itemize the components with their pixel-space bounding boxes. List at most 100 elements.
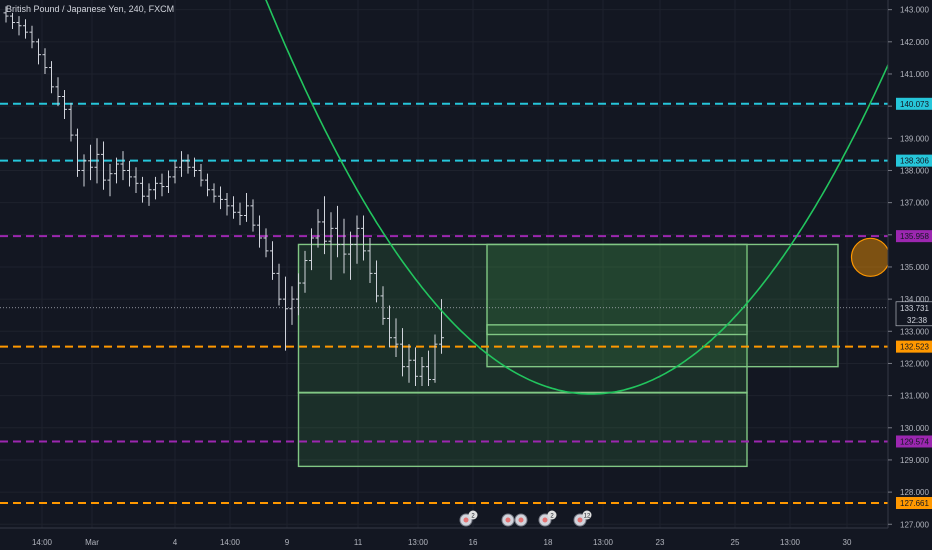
event-marker-dot	[518, 517, 524, 523]
event-marker-dot	[463, 517, 469, 523]
ohlc-bar	[380, 286, 386, 325]
level-price-label: 132.523	[900, 343, 929, 352]
ohlc-bar	[289, 286, 295, 325]
ohlc-bar	[205, 173, 210, 197]
ohlc-bar	[393, 318, 399, 358]
ohlc-bar	[127, 160, 132, 187]
ohlc-bar	[419, 357, 425, 386]
time-tick-label: 14:00	[32, 538, 53, 547]
rectangle-drawings[interactable]	[297, 243, 839, 468]
rectangle-4[interactable]	[297, 391, 748, 394]
ohlc-bar	[29, 25, 35, 49]
level-price-tag	[896, 340, 932, 353]
ohlc-bar	[361, 215, 366, 261]
current-price-label: 133.731	[900, 304, 929, 313]
ohlc-bar	[322, 196, 327, 255]
price-tick-label: 128.000	[900, 488, 929, 497]
ohlc-bar	[107, 164, 113, 197]
ohlc-bar	[426, 350, 431, 386]
ohlc-bar	[192, 157, 197, 177]
ohlc-bar	[166, 170, 171, 193]
ohlc-bar	[81, 154, 87, 187]
time-tick-label: 13:00	[780, 538, 801, 547]
event-count-badge	[468, 510, 478, 520]
ohlc-bar	[153, 176, 158, 200]
ohlc-bar	[120, 151, 126, 181]
ohlc-bar	[367, 238, 373, 284]
time-axis[interactable]: 14:00 Mar 4 14:00 9 11 13:00 16 18 13:00 23 25 13:00…	[0, 527, 888, 550]
level-price-label: 138.306	[900, 157, 929, 166]
event-count: 12	[584, 514, 591, 520]
price-tick-label: 129.000	[900, 456, 929, 465]
ohlc-bar	[302, 250, 308, 293]
ohlc-bar	[348, 231, 353, 280]
ohlc-bar	[23, 19, 28, 39]
ohlc-bar	[270, 241, 275, 280]
level-price-label: 135.958	[900, 232, 929, 241]
level-price-tag	[896, 230, 932, 243]
rectangle-2[interactable]	[486, 243, 839, 368]
price-tick-label: 127.000	[900, 520, 929, 529]
ohlc-bar	[374, 260, 379, 303]
time-axis-bg	[0, 528, 888, 550]
time-tick-label: Mar	[85, 538, 99, 547]
ohlc-bar	[335, 205, 340, 258]
ohlc-bar	[101, 141, 106, 190]
price-tick-label: 143.000	[900, 6, 929, 15]
ohlc-bar	[62, 90, 67, 120]
ohlc-bar	[237, 202, 243, 226]
horizontal-levels[interactable]	[0, 102, 888, 505]
event-marker-dot	[577, 517, 583, 523]
current-price-tag	[895, 301, 932, 327]
price-tick-label: 139.000	[900, 134, 929, 143]
countdown-label: 32:38	[907, 316, 928, 325]
ohlc-bar	[16, 16, 22, 36]
time-tick-label: 16	[469, 538, 478, 547]
ohlc-bar	[159, 173, 165, 197]
circle-marker-1[interactable]	[850, 237, 891, 277]
event-marker[interactable]	[501, 513, 515, 527]
time-tick-label: 14:00	[220, 538, 241, 547]
ohlc-bar	[88, 144, 93, 181]
event-markers[interactable]: 2 2 12	[459, 510, 592, 527]
event-marker[interactable]: 12	[573, 510, 592, 527]
ohlc-bar	[439, 299, 444, 354]
event-marker[interactable]: 2	[538, 510, 557, 527]
level-price-label: 140.073	[900, 100, 929, 109]
event-marker[interactable]	[514, 513, 528, 527]
level-price-label: 129.574	[900, 437, 929, 446]
ohlc-bar	[257, 215, 262, 248]
ohlc-bar	[140, 176, 145, 203]
ohlc-bar	[198, 164, 204, 187]
ohlc-bar	[309, 228, 314, 271]
price-axis[interactable]: 127.000 128.000 129.000 130.000 131.000 132.0…	[887, 0, 932, 550]
price-tick-label: 134.000	[900, 295, 929, 304]
ohlc-bar	[10, 12, 15, 29]
time-tick-label: 13:00	[408, 538, 429, 547]
price-tick-label: 142.000	[900, 38, 929, 47]
ohlc-bar	[263, 228, 269, 258]
price-axis-bg	[888, 0, 932, 550]
ohlc-bar	[354, 215, 360, 264]
ohlc-bar	[55, 77, 61, 107]
level-price-tag	[896, 154, 932, 167]
ohlc-bar	[283, 276, 288, 351]
ohlc-bar	[400, 328, 405, 377]
event-marker-dot	[542, 517, 548, 523]
rectangle-3[interactable]	[486, 324, 748, 336]
ohlc-bar	[179, 151, 184, 177]
ohlc-bar	[387, 305, 392, 348]
ohlc-bar	[231, 196, 236, 219]
price-tick-label: 137.000	[900, 199, 929, 208]
time-tick-label: 11	[354, 538, 363, 547]
event-marker[interactable]: 2	[459, 510, 478, 527]
time-tick-label: 18	[544, 538, 553, 547]
time-tick-label: 4	[173, 538, 178, 547]
event-count: 2	[550, 514, 554, 520]
ohlc-bar	[224, 192, 230, 216]
time-tick-label: 30	[843, 538, 852, 547]
ohlc-bar	[250, 199, 256, 232]
ohlc-bar	[406, 344, 412, 383]
